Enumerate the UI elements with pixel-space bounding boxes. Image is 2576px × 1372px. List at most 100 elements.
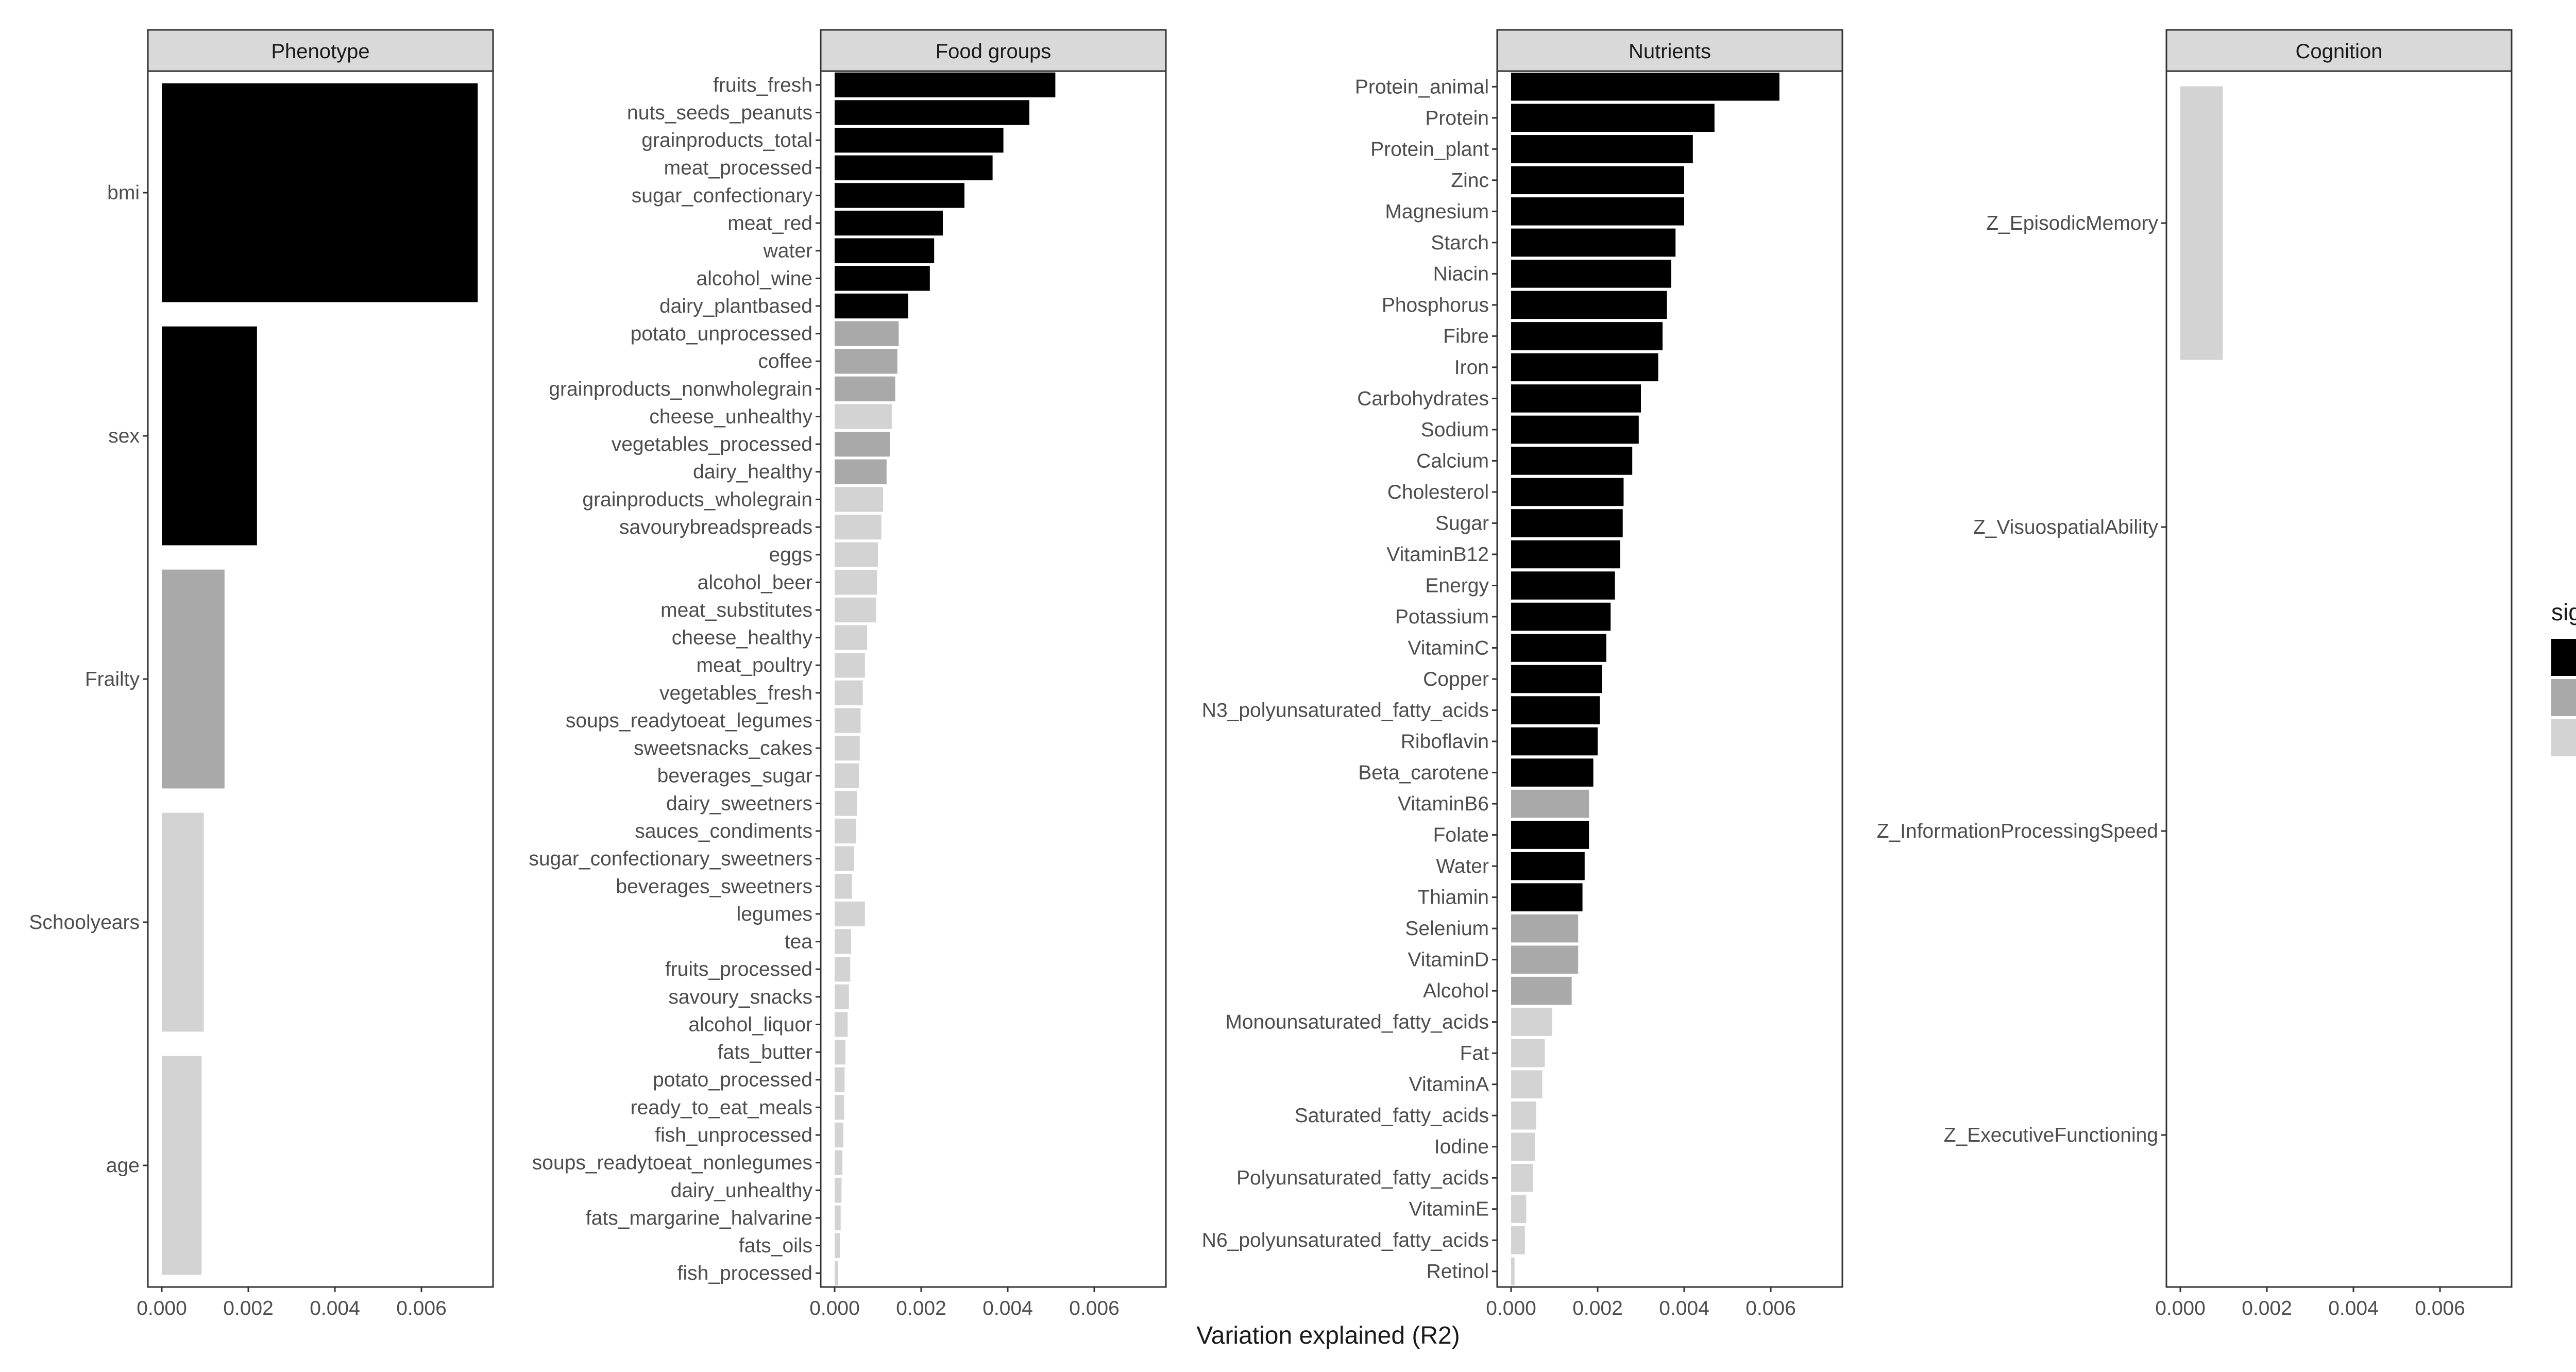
category-label: Cholesterol <box>1387 481 1489 503</box>
bar-vitaminc <box>1511 634 1606 662</box>
bar-coffee <box>835 349 897 374</box>
bar-cheese-unhealthy <box>835 404 892 429</box>
panel-strip <box>147 29 494 72</box>
category-label: fish_processed <box>677 1262 812 1284</box>
category-label: Riboflavin <box>1401 731 1489 753</box>
category-label: tea <box>785 931 813 953</box>
bar-zinc <box>1511 166 1684 195</box>
bar-fish-processed <box>835 1261 838 1286</box>
bar-energy <box>1511 571 1615 600</box>
bar-potato-processed <box>835 1067 845 1092</box>
panel-strip <box>820 29 1167 72</box>
x-tick-label: 0.004 <box>310 1297 360 1319</box>
x-tick-label: 0.000 <box>1486 1297 1536 1319</box>
legend-key <box>2551 719 2576 756</box>
bar-fish-unprocessed <box>835 1122 843 1148</box>
bar-phosphorus <box>1511 291 1667 319</box>
category-label: vegetables_fresh <box>659 682 812 704</box>
bar-meat-substitutes <box>835 597 876 623</box>
x-axis-title: Variation explained (R2) <box>1196 1322 1460 1349</box>
category-label: Calcium <box>1416 450 1489 472</box>
category-label: Energy <box>1425 574 1489 597</box>
category-label: Saturated_fatty_acids <box>1295 1105 1489 1127</box>
bar-vitaminb12 <box>1511 540 1620 569</box>
bar-z-episodicmemory <box>2180 86 2223 360</box>
panel-border <box>820 70 1167 1288</box>
bar-sugar-confectionary <box>835 183 964 208</box>
bar-beta-carotene <box>1511 758 1594 787</box>
bar-retinol <box>1511 1257 1515 1285</box>
bar-calcium <box>1511 447 1633 475</box>
category-label: vegetables_processed <box>612 433 812 455</box>
bar-vegetables-fresh <box>835 680 863 705</box>
bar-eggs <box>835 542 878 567</box>
category-label: Sugar <box>1435 512 1489 534</box>
x-tick-label: 0.002 <box>223 1297 274 1319</box>
category-label: Sodium <box>1421 419 1489 441</box>
x-tick-label: 0.002 <box>1572 1297 1623 1319</box>
category-label: VitaminC <box>1408 637 1489 659</box>
category-label: bmi <box>107 182 140 204</box>
x-tick-label: 0.000 <box>137 1297 187 1319</box>
category-label: Frailty <box>85 668 140 690</box>
panel-phenotype: Phenotype bmi sex Frailty Schoolyears age 0.00… <box>29 29 494 1319</box>
category-label: sex <box>108 425 140 447</box>
category-label: Magnesium <box>1385 200 1489 223</box>
bar-age <box>162 1056 202 1275</box>
category-label: Starch <box>1431 232 1489 254</box>
bar-monounsaturated-fatty-acids <box>1511 1008 1552 1036</box>
category-label: Z_InformationProcessingSpeed <box>1877 820 2158 842</box>
bar-sugar <box>1511 509 1623 537</box>
bar-carbohydrates <box>1511 384 1641 413</box>
bar-fat <box>1511 1039 1545 1068</box>
category-label: eggs <box>769 544 812 566</box>
category-label: sweetsnacks_cakes <box>634 737 812 759</box>
category-label: alcohol_beer <box>698 571 812 594</box>
bar-vitamind <box>1511 945 1579 974</box>
category-label: beverages_sugar <box>657 765 812 787</box>
panel-title: Cognition <box>2295 40 2382 63</box>
category-label: Retinol <box>1427 1261 1489 1283</box>
bar-folate <box>1511 821 1589 849</box>
legend-title: significance <box>2551 599 2576 625</box>
bar-potato-unprocessed <box>835 321 899 346</box>
category-label: Z_ExecutiveFunctioning <box>1944 1124 2158 1146</box>
category-label: savoury_snacks <box>668 986 812 1008</box>
category-label: VitaminB12 <box>1386 544 1489 566</box>
bar-sugar-confectionary-sweetners <box>835 846 854 871</box>
bar-thiamin <box>1511 883 1583 911</box>
category-label: VitaminA <box>1409 1074 1489 1096</box>
category-label: legumes <box>737 903 812 925</box>
bar-starch <box>1511 228 1676 257</box>
bar-ready-to-eat-meals <box>835 1095 844 1120</box>
category-label: Carbohydrates <box>1357 387 1489 410</box>
bar-cheese-healthy <box>835 625 867 650</box>
category-label: VitaminE <box>1409 1198 1489 1221</box>
bar-potassium <box>1511 602 1611 631</box>
bar-dairy-sweetners <box>835 791 857 816</box>
bar-iodine <box>1511 1132 1535 1161</box>
x-tick-label: 0.006 <box>2415 1297 2465 1319</box>
bar-dairy-unhealthy <box>835 1178 842 1203</box>
bar-alcohol-beer <box>835 570 877 595</box>
category-label: Fibre <box>1443 325 1489 347</box>
bar-legumes <box>835 901 865 927</box>
category-label: VitaminD <box>1408 949 1489 971</box>
bar-dairy-plantbased <box>835 293 908 319</box>
bar-meat-poultry <box>835 653 865 678</box>
bar-protein-plant <box>1511 135 1693 163</box>
bar-nuts-seeds-peanuts <box>835 100 1029 125</box>
bar-sauces-condiments <box>835 818 856 844</box>
category-label: Protein_animal <box>1355 76 1489 98</box>
category-label: dairy_healthy <box>693 461 812 483</box>
bar-niacin <box>1511 260 1671 288</box>
x-tick-label: 0.000 <box>2155 1297 2206 1319</box>
bar-alcohol-wine <box>835 266 930 291</box>
legend: significance <0.05<0.1>0.1 <box>2551 599 2576 756</box>
category-label: Polyunsaturated_fatty_acids <box>1236 1167 1489 1189</box>
category-label: meat_poultry <box>697 654 813 676</box>
category-label: dairy_plantbased <box>659 295 812 317</box>
category-label: grainproducts_nonwholegrain <box>549 378 812 400</box>
legend-key <box>2551 639 2576 676</box>
